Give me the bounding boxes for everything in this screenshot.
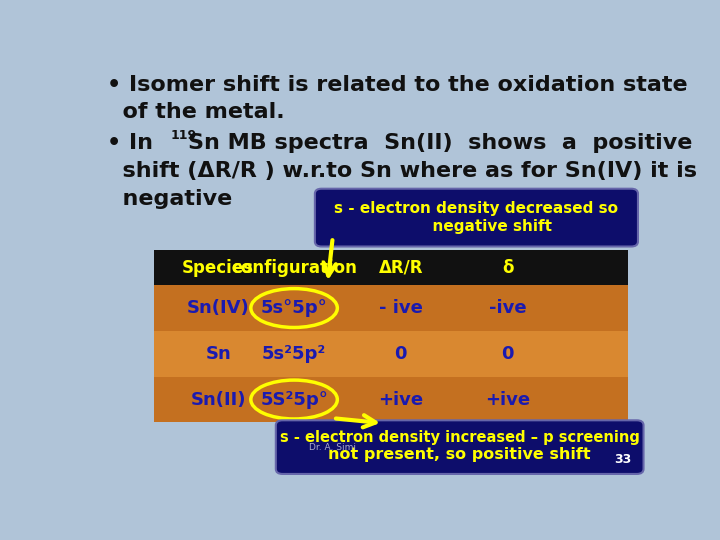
Bar [154,377,629,422]
Text: shift (ΔR/R ) w.r.to Sn where as for Sn(IV) it is: shift (ΔR/R ) w.r.to Sn where as for Sn(… [107,161,697,181]
Text: • Isomer shift is related to the oxidation state: • Isomer shift is related to the oxidati… [107,75,688,95]
Text: 5s°5p°: 5s°5p° [261,299,328,317]
Text: 5s²5p²: 5s²5p² [262,345,326,363]
Text: of the metal.: of the metal. [107,102,284,122]
Text: - ive: - ive [379,299,423,317]
Text: ΔR/R: ΔR/R [379,259,423,276]
Text: 0: 0 [395,345,407,363]
Text: Sn MB spectra  Sn(II)  shows  a  positive: Sn MB spectra Sn(II) shows a positive [188,133,692,153]
Text: +ive: +ive [378,390,423,409]
Text: Sn(IV): Sn(IV) [186,299,250,317]
Text: 0: 0 [501,345,514,363]
Text: δ: δ [502,259,513,276]
Bar [154,250,629,285]
Text: Species: Species [182,259,254,276]
Text: Sn(II): Sn(II) [191,390,246,409]
Text: s - electron density decreased so
      negative shift: s - electron density decreased so negati… [334,201,618,234]
Text: 5S²5p°: 5S²5p° [260,390,328,409]
Text: configuration: configuration [231,259,357,276]
FancyBboxPatch shape [315,188,638,246]
Text: • In: • In [107,133,161,153]
Text: not present, so positive shift: not present, so positive shift [328,447,591,462]
Text: Sn: Sn [205,345,231,363]
Text: s - electron density increased – p screening: s - electron density increased – p scree… [280,430,639,445]
Text: negative: negative [107,189,232,209]
Text: +ive: +ive [485,390,530,409]
FancyBboxPatch shape [276,420,644,474]
Text: 33: 33 [614,453,631,465]
Bar [154,331,629,377]
Text: Dr. A. Simi: Dr. A. Simi [309,443,356,453]
Text: -ive: -ive [489,299,526,317]
Text: 119: 119 [171,129,197,142]
Bar [154,285,629,331]
